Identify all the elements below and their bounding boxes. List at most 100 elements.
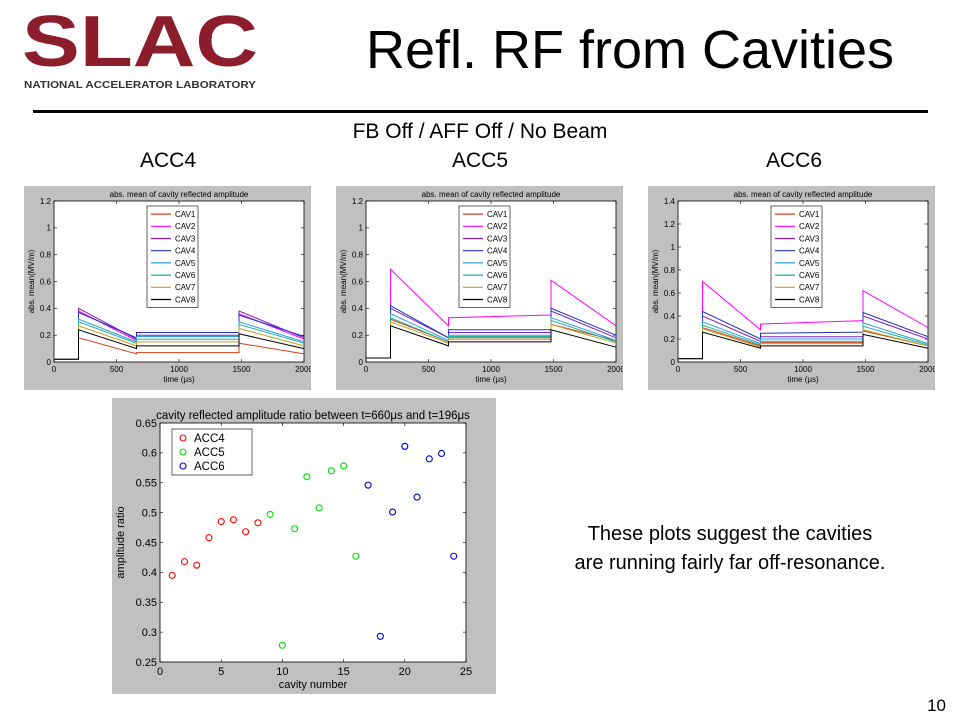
x-tick-label: 1000 <box>794 365 812 374</box>
series-line-cav8 <box>54 329 305 360</box>
y-tick-label: 1 <box>671 243 676 252</box>
y-tick-label: 0.2 <box>40 331 52 340</box>
y-axis-label: amplitude ratio <box>115 506 127 578</box>
y-tick-label: 0.6 <box>664 289 676 298</box>
y-tick-label: 0.8 <box>40 250 52 259</box>
x-tick-label: 0 <box>364 365 369 374</box>
chart-panel-ratio: cavity reflected amplitude ratio between… <box>112 398 496 694</box>
legend-label: CAV3 <box>799 234 820 243</box>
y-tick-label: 0.6 <box>40 277 52 286</box>
note-line-1: These plots suggest the cavities <box>587 523 873 545</box>
data-point-acc6 <box>401 442 409 450</box>
y-tick-label: 1.2 <box>352 197 364 206</box>
chart-title: abs. mean of cavity reflected amplitude <box>734 190 873 199</box>
legend-marker <box>179 434 187 442</box>
y-tick-label: 0.4 <box>352 304 364 313</box>
data-point-acc4 <box>205 534 213 542</box>
x-tick-label: 2000 <box>607 365 623 374</box>
y-tick-label: 0.3 <box>142 627 157 639</box>
legend-marker <box>179 462 187 470</box>
legend-label: CAV7 <box>487 283 508 292</box>
x-tick-label: 20 <box>399 666 411 678</box>
line-chart-acc6: abs. mean of cavity reflected amplitude 0… <box>651 190 935 384</box>
legend-label: CAV5 <box>175 259 196 268</box>
note-line-2: are running fairly far off-resonance. <box>574 552 886 574</box>
y-tick-label: 1.2 <box>664 220 676 229</box>
data-point-acc4 <box>229 516 237 524</box>
chart-panel-acc4: abs. mean of cavity reflected amplitude 0… <box>24 186 311 390</box>
y-tick-label: 0.6 <box>142 448 157 460</box>
data-point-acc6 <box>450 552 458 560</box>
y-tick-label: 0.8 <box>352 250 364 259</box>
legend-label: CAV1 <box>175 210 196 219</box>
data-point-acc4 <box>254 519 262 527</box>
slide-subtitle: FB Off / AFF Off / No Beam <box>352 120 608 143</box>
data-point-acc5 <box>352 552 360 560</box>
data-point-acc4 <box>180 558 189 566</box>
col-header-acc6: ACC6 <box>765 149 823 172</box>
slide-title: Refl. RF from Cavities <box>365 20 895 80</box>
legend-label: CAV6 <box>799 271 820 280</box>
y-tick-label: 0.25 <box>136 657 157 669</box>
legend-label: ACC4 <box>194 433 225 445</box>
legend-label: CAV4 <box>175 247 196 256</box>
line-chart-acc5: abs. mean of cavity reflected amplitude 0… <box>339 190 623 384</box>
series-line-cav8 <box>366 325 617 359</box>
x-tick-label: 2000 <box>919 365 935 374</box>
y-tick-label: 0.65 <box>136 418 157 430</box>
legend-label: CAV3 <box>487 234 508 243</box>
legend-label: CAV2 <box>175 222 196 231</box>
legend-label: CAV6 <box>175 271 196 280</box>
x-tick-label: 500 <box>422 365 436 374</box>
chart-title: abs. mean of cavity reflected amplitude <box>422 190 561 199</box>
x-axis-label: time (μs) <box>787 375 819 384</box>
legend-label: CAV7 <box>175 283 196 292</box>
legend: CAV1 CAV2 CAV3 CAV4 CAV5 CAV6 CAV7 CAV8 <box>770 205 823 308</box>
x-axis-label: cavity number <box>279 679 348 691</box>
chart-title: cavity reflected amplitude ratio between… <box>156 410 470 422</box>
page-number: 10 <box>927 696 946 715</box>
legend: CAV1 CAV2 CAV3 CAV4 CAV5 CAV6 CAV7 CAV8 <box>458 205 511 308</box>
data-point-acc6 <box>364 481 372 489</box>
y-tick-label: 0.35 <box>136 597 157 609</box>
y-tick-label: 0.6 <box>352 277 364 286</box>
data-point-acc5 <box>278 641 286 649</box>
x-tick-label: 1500 <box>233 365 251 374</box>
x-tick-label: 500 <box>110 365 124 374</box>
col-header-acc5: ACC5 <box>451 149 509 172</box>
data-point-acc5 <box>291 525 299 533</box>
y-tick-label: 0.4 <box>664 312 676 321</box>
chart-panel-acc5: abs. mean of cavity reflected amplitude 0… <box>336 186 623 390</box>
data-point-acc5 <box>266 510 274 518</box>
legend-label: CAV4 <box>487 247 508 256</box>
legend-label: CAV5 <box>799 259 820 268</box>
legend-box <box>458 205 511 308</box>
legend-label: CAV5 <box>487 259 508 268</box>
legend-label: ACC6 <box>194 461 225 473</box>
y-tick-label: 1 <box>359 224 364 233</box>
y-tick-label: 0.45 <box>136 537 157 549</box>
slac-logo: SLAC NATIONAL ACCELERATOR LABORATORY <box>22 8 258 91</box>
legend-box <box>146 205 199 308</box>
note-text: These plots suggest the cavities are run… <box>520 520 940 578</box>
y-tick-label: 0.2 <box>352 331 364 340</box>
y-tick-label: 0 <box>359 358 364 367</box>
y-tick-label: 0 <box>47 358 52 367</box>
data-point-acc6 <box>413 493 421 501</box>
x-tick-label: 1500 <box>545 365 563 374</box>
data-point-acc5 <box>327 467 335 475</box>
y-tick-label: 0.2 <box>664 335 676 344</box>
x-axis-label: time (μs) <box>163 375 195 384</box>
legend-label: ACC5 <box>194 447 225 459</box>
x-axis-label: time (μs) <box>475 375 507 384</box>
legend: CAV1 CAV2 CAV3 CAV4 CAV5 CAV6 CAV7 CAV8 <box>146 205 199 308</box>
legend-label: CAV4 <box>799 247 820 256</box>
x-tick-label: 25 <box>460 666 472 678</box>
legend-label: CAV7 <box>799 283 820 292</box>
logo-tagline: NATIONAL ACCELERATOR LABORATORY <box>24 79 256 91</box>
x-tick-label: 0 <box>157 666 163 678</box>
x-tick-label: 1500 <box>857 365 875 374</box>
legend-label: CAV1 <box>487 210 508 219</box>
y-tick-label: 0 <box>671 358 676 367</box>
data-point-acc6 <box>437 449 446 458</box>
